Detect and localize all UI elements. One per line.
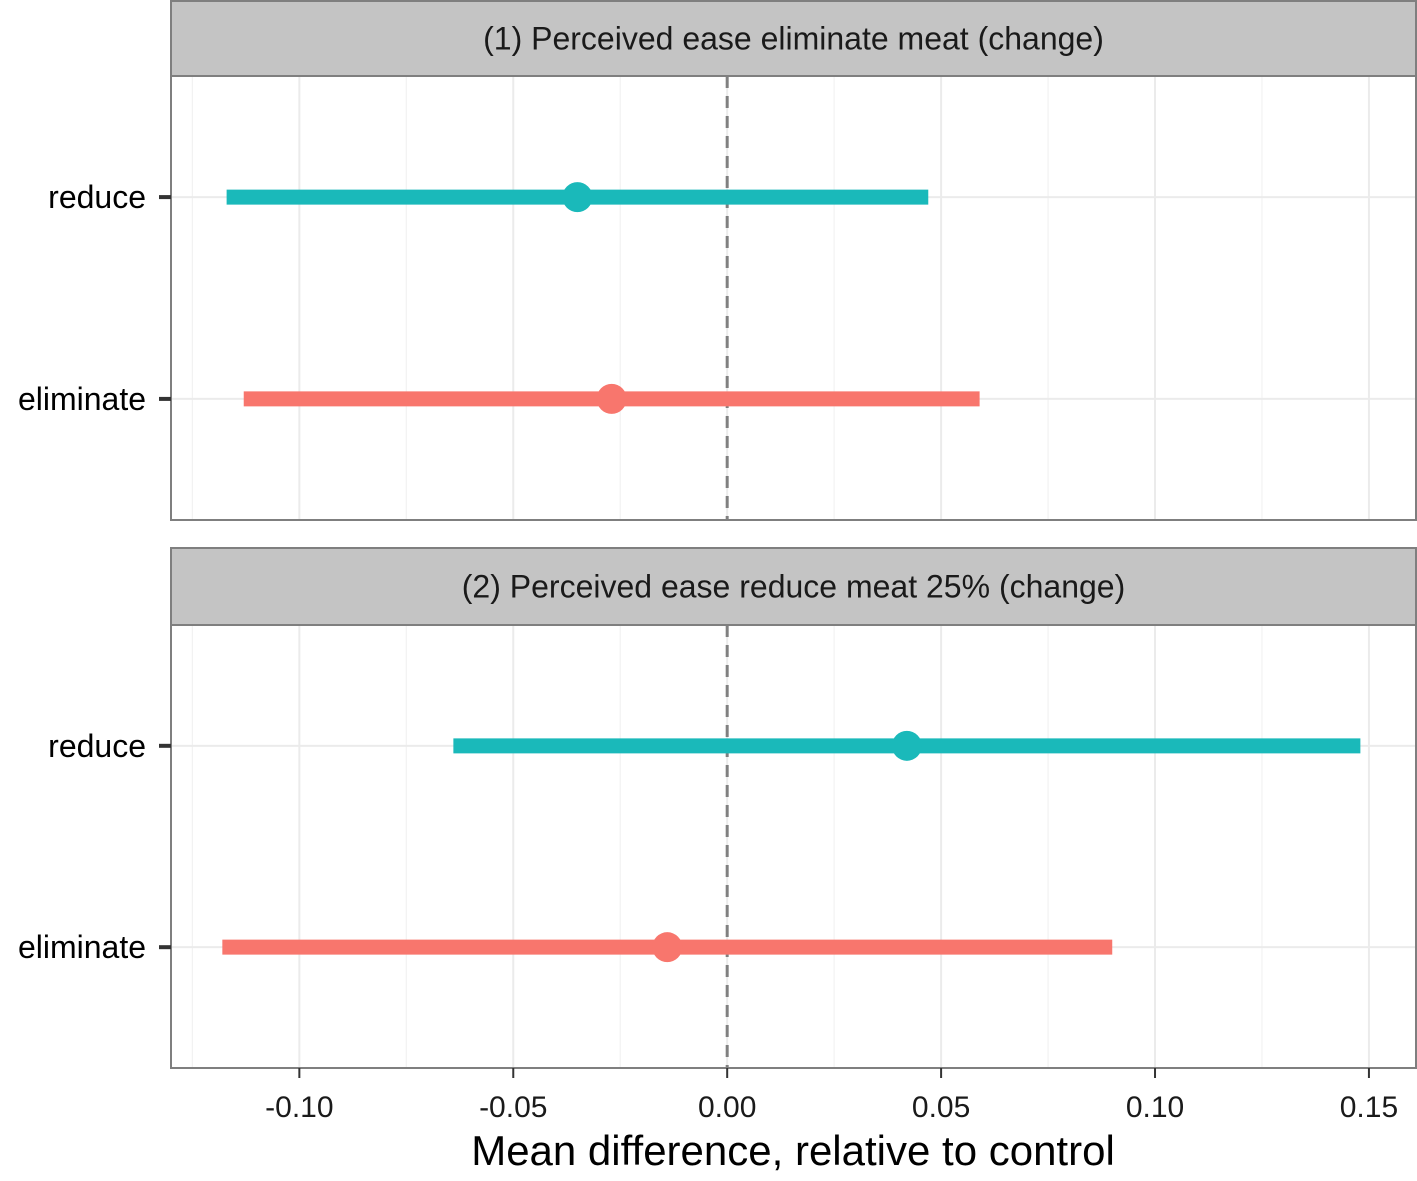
panel-border bbox=[170, 624, 1417, 1069]
facet-strip bbox=[170, 547, 1417, 626]
x-tick-label: 0.15 bbox=[1340, 1091, 1398, 1124]
estimate-point-reduce bbox=[562, 182, 593, 213]
x-tick-label: 0.00 bbox=[698, 1091, 756, 1124]
x-tick-label: -0.10 bbox=[265, 1091, 333, 1124]
facet-title: (2) Perceived ease reduce meat 25% (chan… bbox=[462, 569, 1125, 605]
x-tick-label: 0.05 bbox=[912, 1091, 970, 1124]
facet-title: (1) Perceived ease eliminate meat (chang… bbox=[483, 21, 1104, 57]
y-tick-label: reduce bbox=[48, 179, 146, 215]
y-tick-label: eliminate bbox=[18, 929, 146, 965]
panel-background bbox=[171, 625, 1416, 1068]
y-tick-label: eliminate bbox=[18, 381, 146, 417]
estimate-point-eliminate bbox=[596, 383, 627, 414]
x-tick-label: 0.10 bbox=[1126, 1091, 1184, 1124]
estimate-point-reduce bbox=[891, 730, 922, 761]
estimate-point-eliminate bbox=[652, 932, 683, 963]
y-tick-label: reduce bbox=[48, 728, 146, 764]
panel-border bbox=[170, 75, 1417, 521]
panel-1: (1) Perceived ease eliminate meat (chang… bbox=[18, 0, 1417, 521]
x-axis: -0.10 -0.05 0.00 0.05 0.10 0.15 bbox=[265, 1068, 1398, 1124]
x-axis-title: Mean difference, relative to control bbox=[471, 1127, 1115, 1174]
facet-strip bbox=[170, 0, 1417, 77]
panel-2: (2) Perceived ease reduce meat 25% (chan… bbox=[18, 547, 1417, 1069]
panel-background bbox=[171, 76, 1416, 520]
panels-layer: (1) Perceived ease eliminate meat (chang… bbox=[18, 0, 1417, 1069]
x-tick-label: -0.05 bbox=[479, 1091, 547, 1124]
